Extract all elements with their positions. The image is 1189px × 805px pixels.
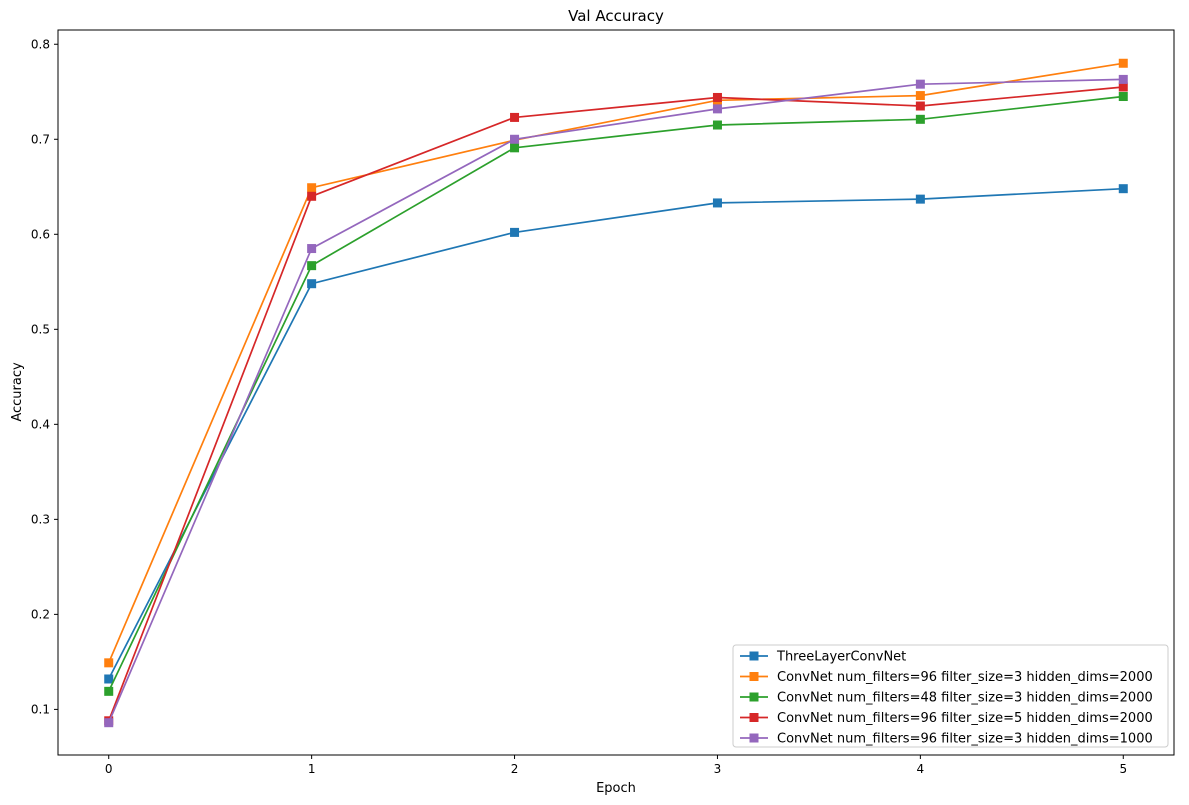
series-1 bbox=[104, 58, 1128, 668]
x-axis: 0 1 2 3 4 5 bbox=[105, 755, 1127, 776]
data-point bbox=[712, 198, 722, 208]
data-point bbox=[104, 718, 114, 728]
data-point bbox=[104, 658, 114, 668]
legend-marker bbox=[749, 733, 759, 743]
x-tick-label: 2 bbox=[511, 762, 519, 776]
legend-label: ConvNet num_filters=96 filter_size=5 hid… bbox=[777, 711, 1153, 726]
x-tick-label: 0 bbox=[105, 762, 113, 776]
y-tick-label: 0.2 bbox=[31, 607, 50, 621]
series-3 bbox=[104, 82, 1128, 726]
x-tick-label: 3 bbox=[714, 762, 722, 776]
data-point bbox=[1118, 58, 1128, 68]
legend: ThreeLayerConvNet ConvNet num_filters=96 … bbox=[732, 644, 1169, 748]
data-point bbox=[1118, 92, 1128, 102]
x-tick-label: 4 bbox=[917, 762, 925, 776]
series-0 bbox=[104, 184, 1128, 684]
data-point bbox=[1118, 74, 1128, 84]
series-4 bbox=[104, 74, 1128, 728]
y-tick-label: 0.8 bbox=[31, 37, 50, 51]
y-tick-label: 0.5 bbox=[31, 322, 50, 336]
data-point bbox=[307, 261, 317, 271]
legend-box bbox=[732, 644, 1169, 748]
series-line bbox=[107, 62, 1124, 664]
data-point bbox=[915, 91, 925, 101]
y-tick-label: 0.6 bbox=[31, 227, 50, 241]
x-tick-label: 1 bbox=[308, 762, 316, 776]
legend-marker bbox=[749, 651, 759, 661]
y-tick-label: 0.3 bbox=[31, 512, 50, 526]
data-point bbox=[510, 134, 520, 144]
plot-area bbox=[57, 29, 1175, 756]
data-point bbox=[510, 112, 520, 122]
series-line bbox=[107, 78, 1124, 724]
data-point bbox=[712, 92, 722, 102]
series-line bbox=[107, 95, 1124, 692]
series-layer bbox=[104, 58, 1128, 728]
series-line bbox=[107, 187, 1124, 680]
data-point bbox=[915, 114, 925, 124]
chart-title: Val Accuracy bbox=[568, 7, 664, 25]
legend-label: ConvNet num_filters=96 filter_size=3 hid… bbox=[777, 732, 1153, 747]
legend-marker bbox=[749, 713, 759, 722]
data-point bbox=[1118, 184, 1128, 194]
data-point bbox=[915, 79, 925, 89]
legend-marker bbox=[749, 672, 759, 681]
legend-label: ConvNet num_filters=96 filter_size=3 hid… bbox=[777, 670, 1153, 685]
data-point bbox=[510, 143, 520, 153]
x-axis-title: Epoch bbox=[596, 781, 636, 796]
legend-label: ConvNet num_filters=48 filter_size=3 hid… bbox=[777, 691, 1153, 706]
data-point bbox=[712, 104, 722, 114]
data-point bbox=[915, 101, 925, 111]
data-point bbox=[307, 244, 317, 254]
data-point bbox=[712, 120, 722, 130]
data-point bbox=[307, 183, 317, 193]
y-axis-title: Accuracy bbox=[10, 362, 25, 422]
legend-label: ThreeLayerConvNet bbox=[776, 650, 906, 665]
series-2 bbox=[104, 92, 1128, 696]
data-point bbox=[104, 674, 114, 684]
data-point bbox=[307, 279, 317, 289]
data-point bbox=[915, 194, 925, 204]
y-tick-label: 0.7 bbox=[31, 132, 50, 146]
data-point bbox=[307, 191, 317, 201]
y-tick-label: 0.4 bbox=[31, 417, 50, 431]
legend-marker bbox=[749, 692, 759, 702]
data-point bbox=[1118, 82, 1128, 92]
y-axis: 0.1 0.2 0.3 0.4 0.5 0.6 0.7 0.8 bbox=[31, 37, 58, 716]
x-tick-label: 5 bbox=[1119, 762, 1127, 776]
data-point bbox=[510, 227, 520, 237]
series-line bbox=[107, 86, 1124, 722]
data-point bbox=[104, 686, 114, 696]
y-tick-label: 0.1 bbox=[31, 702, 50, 716]
